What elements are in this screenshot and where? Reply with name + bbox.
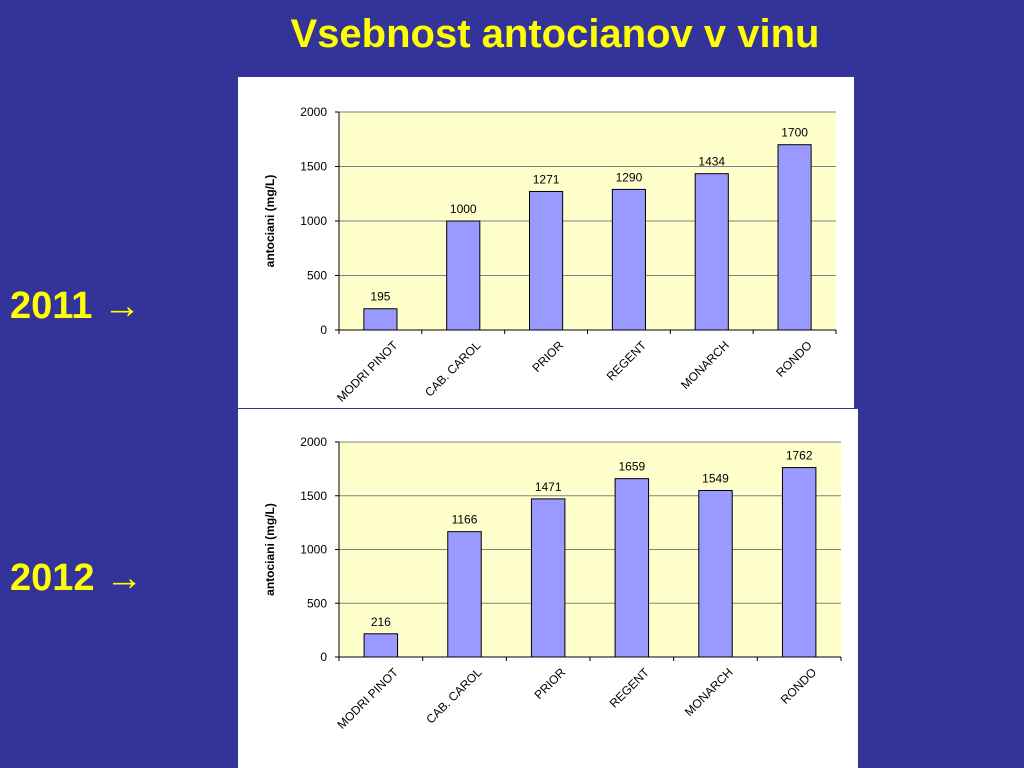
- x-tick-label: MONARCH: [682, 665, 736, 719]
- data-label: 195: [370, 290, 390, 304]
- year-label-2012: 2012 →: [10, 556, 143, 600]
- chart-svg: 0 500 1000 1500 2000 216 1166 1471 1659 1549 1762 M…: [263, 435, 842, 732]
- bar: [529, 190, 564, 331]
- chart-2012: 0 500 1000 1500 2000 216 1166 1471 1659 1549 1762 M…: [238, 409, 858, 768]
- x-tick-label: MODRI PINOT: [334, 665, 401, 732]
- y-tick-label: 500: [307, 596, 327, 610]
- y-tick-label: 500: [307, 269, 327, 283]
- bar: [611, 188, 646, 331]
- data-label: 1271: [533, 172, 560, 186]
- right-arrow-icon: →: [105, 557, 144, 599]
- data-label: 1290: [616, 170, 643, 184]
- chart-2011: 0 500 1000 1500 2000 195 1000 1271 1290 1434 1700 M…: [238, 77, 854, 408]
- y-tick-label: 1000: [300, 543, 327, 557]
- data-label: 1762: [786, 449, 813, 463]
- y-tick-label: 1000: [300, 214, 327, 228]
- y-tick-label: 2000: [300, 105, 327, 119]
- y-tick-label: 0: [320, 323, 327, 337]
- bar: [363, 308, 398, 331]
- bar: [530, 498, 566, 658]
- y-axis-title: antociani (mg/L): [263, 175, 277, 268]
- bar: [781, 467, 817, 658]
- bar: [614, 478, 650, 658]
- bar: [777, 144, 812, 331]
- x-tick-label: CAB. CAROL: [423, 665, 485, 727]
- year-label-2011: 2011 →: [10, 284, 141, 328]
- x-tick-label: PRIOR: [532, 665, 569, 702]
- y-tick-label: 2000: [300, 435, 327, 449]
- x-tick-label: PRIOR: [529, 338, 566, 375]
- data-label: 1166: [452, 513, 478, 527]
- x-tick-label: CAB. CAROL: [422, 338, 484, 400]
- data-label: 1659: [618, 460, 645, 474]
- x-tick-label: MODRI PINOT: [334, 338, 401, 405]
- year-label-text: 2012: [10, 557, 95, 599]
- bar: [698, 489, 733, 658]
- x-tick-label: RONDO: [778, 665, 819, 706]
- data-label: 1471: [535, 480, 562, 494]
- bar: [363, 633, 399, 658]
- slide-title: Vsebnost antocianov v vinu: [290, 12, 820, 56]
- right-arrow-icon: →: [103, 285, 142, 327]
- bar: [446, 220, 481, 331]
- y-tick-label: 1500: [300, 160, 327, 174]
- data-label: 1549: [702, 471, 729, 485]
- x-tick-label: MONARCH: [678, 338, 732, 392]
- x-tick-label: REGENT: [604, 338, 650, 384]
- data-label: 1000: [450, 202, 477, 216]
- x-tick-label: REGENT: [607, 665, 653, 711]
- data-label: 216: [371, 615, 391, 629]
- bar: [694, 173, 729, 331]
- bar: [447, 531, 482, 658]
- y-tick-label: 1500: [300, 489, 327, 503]
- x-tick-label: RONDO: [773, 338, 814, 379]
- data-label: 1434: [698, 155, 725, 169]
- data-label: 1700: [781, 126, 808, 140]
- chart-svg: 0 500 1000 1500 2000 195 1000 1271 1290 1434 1700 M…: [263, 105, 837, 405]
- y-axis-title: antociani (mg/L): [263, 503, 277, 596]
- year-label-text: 2011: [10, 285, 93, 327]
- y-tick-label: 0: [320, 650, 327, 664]
